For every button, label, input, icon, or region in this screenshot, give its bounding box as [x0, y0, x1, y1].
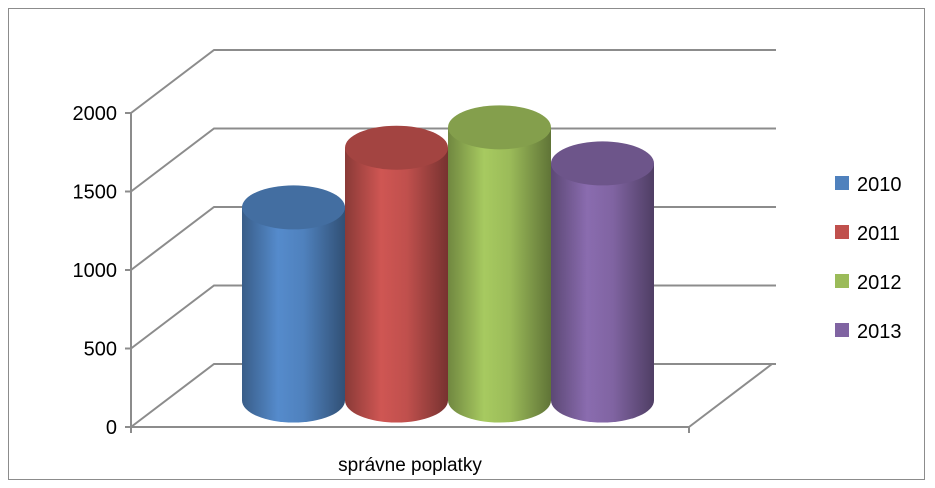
legend-swatch [835, 225, 849, 239]
legend-item-2012: 2012 [835, 272, 902, 294]
chart-frame: 0 500 1000 1500 2000 správne poplatky 2010 201… [8, 8, 925, 480]
gridline [130, 127, 776, 193]
legend-label: 2010 [857, 174, 902, 196]
axis-labels: 0 500 1000 1500 2000 správne poplatky [73, 103, 483, 476]
category-label: správne poplatky [338, 455, 482, 476]
legend-item-2013: 2013 [835, 321, 902, 343]
gridline [130, 49, 776, 114]
cylinder-bar-2010 [242, 185, 345, 423]
y-tick-label: 2000 [73, 103, 118, 125]
legend-swatch [835, 274, 849, 288]
y-tick-label: 1500 [73, 182, 118, 204]
y-tick-label: 0 [106, 417, 117, 439]
legend: 2010 2011 2012 2013 [835, 174, 902, 343]
cylinder-body [242, 207, 345, 423]
cylinder-top [448, 105, 551, 150]
legend-item-2010: 2010 [835, 174, 902, 196]
cylinder-bar-2012 [448, 105, 551, 423]
y-tick-label: 1000 [73, 260, 118, 282]
legend-label: 2013 [857, 321, 902, 343]
cylinder-body [345, 147, 448, 423]
bars [242, 105, 654, 423]
cylinder-bar-2013 [551, 141, 654, 423]
cylinder-body [551, 163, 654, 423]
legend-item-2011: 2011 [835, 223, 900, 245]
legend-swatch [835, 323, 849, 337]
floor-right-edge [688, 363, 773, 428]
cylinder-body [448, 127, 551, 423]
axes [125, 112, 773, 433]
legend-label: 2012 [857, 272, 902, 294]
cylinder-top [551, 141, 654, 186]
y-tick-label: 500 [84, 339, 117, 361]
cylinder-bar-2011 [345, 125, 448, 423]
cylinder-top [345, 125, 448, 170]
legend-label: 2011 [857, 223, 900, 245]
legend-swatch [835, 176, 849, 190]
cylinder-top [242, 185, 345, 230]
